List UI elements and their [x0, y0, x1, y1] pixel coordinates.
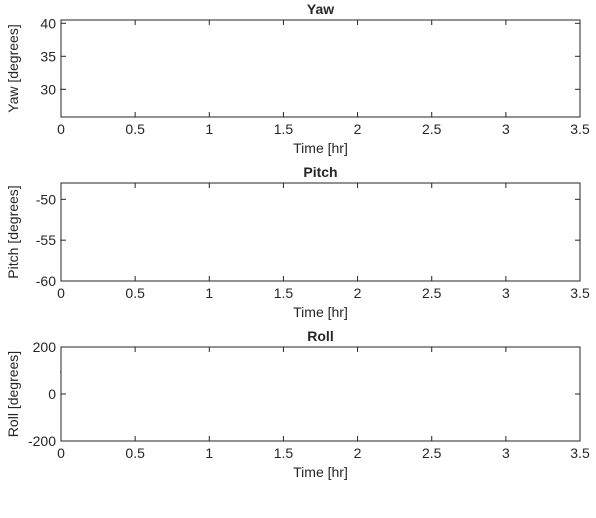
pitch-x-axis-label: Time [hr] [293, 304, 348, 320]
pitch-x-tick-label: 2.5 [422, 285, 442, 301]
pitch-y-axis-label: Pitch [degrees] [5, 185, 21, 278]
pitch-title: Pitch [303, 164, 337, 180]
pitch-x-tick-label: 1.5 [274, 285, 294, 301]
pitch-y-tick-label: -60 [36, 273, 56, 289]
roll-x-tick-label: 0 [57, 445, 65, 461]
yaw-y-tick-label: 30 [40, 81, 56, 97]
roll-x-tick-label: 3.5 [570, 445, 590, 461]
roll-title: Roll [307, 328, 333, 344]
roll-x-tick-label: 1 [205, 445, 213, 461]
roll-x-tick-label: 2.5 [422, 445, 442, 461]
roll-y-tick-label: -200 [28, 433, 56, 449]
pitch-x-tick-label: 3 [502, 285, 510, 301]
pitch-axes-box [60, 182, 581, 282]
pitch-x-tick-label: 0 [57, 285, 65, 301]
yaw-y-tick-label: 40 [40, 15, 56, 31]
pitch-x-tick-label: 0.5 [125, 285, 145, 301]
roll-axes-box [60, 346, 581, 442]
pitch-x-tick-label: 1 [205, 285, 213, 301]
yaw-y-axis-label: Yaw [degrees] [5, 24, 21, 112]
yaw-x-tick-label: 0.5 [125, 121, 145, 137]
yaw-axes-box [60, 19, 581, 118]
roll-y-tick-label: 0 [48, 386, 56, 402]
yaw-x-tick-label: 3 [502, 121, 510, 137]
yaw-x-tick-label: 3.5 [570, 121, 590, 137]
yaw-x-tick-label: 1.5 [274, 121, 294, 137]
roll-x-tick-label: 3 [502, 445, 510, 461]
pitch-y-tick-label: -50 [36, 191, 56, 207]
yaw-x-tick-label: 2 [354, 121, 362, 137]
roll-x-tick-label: 0.5 [125, 445, 145, 461]
yaw-axes: 0 0.5 1 1.5 2 2.5 3 3.5 30 35 40 Yaw Time [hr] Yaw [d… [5, 1, 590, 156]
roll-y-axis-label: Roll [degrees] [5, 351, 21, 437]
pitch-axes: 0 0.5 1 1.5 2 2.5 3 3.5 -60 -55 -50 Pitch Time [hr] P… [5, 164, 590, 320]
pitch-x-tick-label: 2 [354, 285, 362, 301]
yaw-x-axis-label: Time [hr] [293, 140, 348, 156]
yaw-y-tick-label: 35 [40, 48, 56, 64]
roll-x-axis-label: Time [hr] [293, 464, 348, 480]
yaw-x-tick-label: 2.5 [422, 121, 442, 137]
roll-y-tick-label: 200 [33, 339, 57, 355]
pitch-y-tick-label: -55 [36, 232, 56, 248]
yaw-x-tick-label: 1 [205, 121, 213, 137]
pitch-x-tick-label: 3.5 [570, 285, 590, 301]
yaw-title: Yaw [307, 1, 334, 17]
yaw-x-tick-label: 0 [57, 121, 65, 137]
roll-x-tick-label: 1.5 [274, 445, 294, 461]
roll-x-tick-label: 2 [354, 445, 362, 461]
